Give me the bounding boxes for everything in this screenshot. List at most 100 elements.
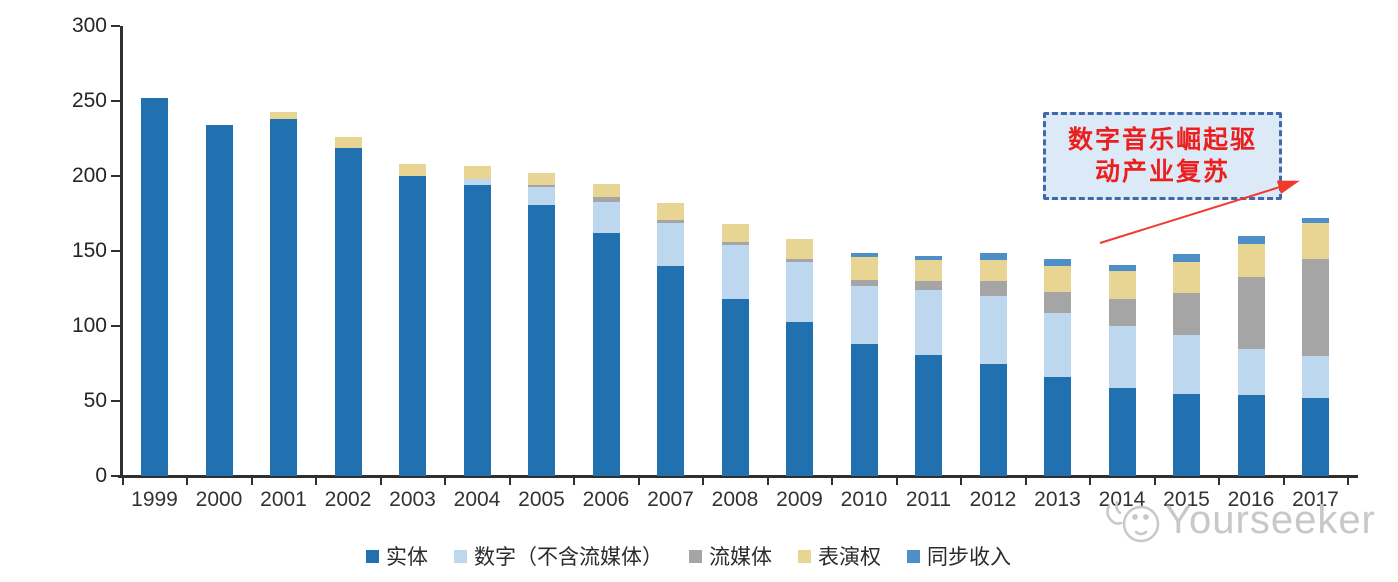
annotation-callout: 数字音乐崛起驱 动产业复苏: [1043, 112, 1282, 200]
bar-segment-数字（不含流媒体）: [1108, 326, 1136, 388]
bar-segment-流媒体: [786, 258, 813, 262]
stacked-bar-2017: [1302, 218, 1329, 476]
y-axis-label: 200: [71, 164, 107, 187]
x-axis-label-2016: 2016: [1227, 488, 1275, 511]
stacked-bar-2013: [1044, 258, 1071, 476]
x-axis-tick: [896, 477, 898, 485]
x-axis-tick: [1283, 477, 1285, 485]
y-axis-label: 250: [71, 89, 107, 112]
bar-segment-流媒体: [721, 242, 749, 245]
yourseeker-logo-icon: [1106, 500, 1160, 543]
stacked-bar-2007: [657, 203, 684, 476]
stacked-bar-2006: [592, 183, 620, 476]
x-axis-tick: [1025, 477, 1027, 485]
x-axis-label-2012: 2012: [969, 488, 1017, 511]
stacked-bar-2015: [1173, 254, 1200, 476]
x-axis-tick: [444, 477, 446, 485]
bar-segment-实体: [850, 344, 878, 476]
legend-swatch-icon: [454, 549, 467, 563]
x-axis-label-1999: 1999: [131, 488, 178, 511]
bar-segment-流媒体: [1237, 276, 1265, 349]
stacked-bar-2010: [850, 252, 878, 476]
x-axis-label-2007: 2007: [647, 488, 694, 511]
bar-segment-流媒体: [915, 281, 942, 290]
stacked-bar-2005: [528, 173, 555, 476]
bar-segment-同步收入: [1173, 254, 1200, 262]
bar-segment-数字（不含流媒体）: [915, 290, 942, 355]
legend-label: 同步收入: [927, 546, 1011, 569]
bar-segment-实体: [528, 204, 555, 476]
bar-segment-实体: [592, 233, 620, 476]
bar-segment-同步收入: [1237, 236, 1265, 244]
bar-segment-同步收入: [979, 252, 1007, 260]
bar-segment-数字（不含流媒体）: [1237, 348, 1265, 395]
bar-segment-表演权: [721, 224, 749, 242]
y-axis-label: 100: [71, 314, 107, 337]
bar-segment-表演权: [915, 260, 942, 281]
bar-segment-同步收入: [850, 252, 878, 257]
y-axis-tick: [111, 325, 120, 327]
x-axis-tick: [380, 477, 382, 485]
x-axis-tick: [509, 477, 511, 485]
x-axis-label-2008: 2008: [711, 488, 759, 511]
legend-swatch-icon: [366, 549, 379, 563]
bar-segment-数字（不含流媒体）: [850, 285, 878, 344]
x-axis-tick: [702, 477, 704, 485]
bar-segment-实体: [1044, 377, 1071, 476]
bar-segment-表演权: [528, 173, 555, 185]
legend-item-表演权: 表演权: [798, 541, 881, 571]
bar-segment-流媒体: [1173, 293, 1200, 335]
x-axis-label-2017: 2017: [1292, 488, 1339, 511]
bar-segment-实体: [721, 299, 749, 476]
bar-segment-实体: [463, 185, 491, 476]
bar-segment-同步收入: [1302, 218, 1329, 223]
x-axis-tick: [1347, 477, 1349, 485]
watermark-text: Yourseeker: [1165, 497, 1376, 542]
x-axis-label-2006: 2006: [582, 488, 630, 511]
x-axis-label-2011: 2011: [905, 488, 952, 511]
bar-segment-表演权: [786, 239, 813, 259]
x-axis-tick: [573, 477, 575, 485]
y-axis-tick: [111, 100, 120, 102]
x-axis-label-2005: 2005: [518, 488, 565, 511]
x-axis-label-2001: 2001: [260, 488, 307, 511]
bar-segment-实体: [1237, 395, 1265, 476]
stacked-bar-2000: [205, 125, 233, 476]
bar-segment-数字（不含流媒体）: [1044, 312, 1071, 377]
bar-segment-表演权: [592, 183, 620, 197]
bar-segment-流媒体: [1044, 291, 1071, 313]
x-axis-label-2010: 2010: [840, 488, 888, 511]
x-axis-tick: [315, 477, 317, 485]
bar-segment-实体: [399, 176, 426, 476]
y-axis-label: 0: [95, 464, 107, 487]
bar-segment-实体: [1302, 398, 1329, 476]
x-axis-label-2014: 2014: [1098, 488, 1146, 511]
x-axis-tick: [1089, 477, 1091, 485]
stacked-bar-2004: [463, 165, 491, 476]
bar-segment-实体: [205, 125, 233, 476]
y-axis-tick: [111, 175, 120, 177]
x-axis-tick: [1154, 477, 1156, 485]
annotation-text-line2: 动产业复苏: [1094, 158, 1230, 186]
stacked-bar-2009: [786, 239, 813, 476]
bar-segment-实体: [270, 119, 297, 476]
bar-segment-数字（不含流媒体）: [528, 186, 555, 205]
bar-segment-流媒体: [528, 185, 555, 187]
bar-segment-数字（不含流媒体）: [592, 201, 620, 233]
bar-segment-表演权: [657, 203, 684, 220]
legend-swatch-icon: [907, 549, 920, 563]
bar-segment-同步收入: [1044, 258, 1071, 266]
stacked-bar-2016: [1237, 236, 1265, 476]
x-axis-tick: [767, 477, 769, 485]
bar-segment-表演权: [850, 257, 878, 280]
bar-segment-同步收入: [1108, 264, 1136, 271]
bar-segment-流媒体: [1302, 258, 1329, 356]
legend-item-实体: 实体: [366, 541, 428, 571]
x-axis-tick: [186, 477, 188, 485]
bar-segment-表演权: [1044, 266, 1071, 292]
legend-label: 流媒体: [709, 546, 772, 569]
x-axis-label-2002: 2002: [324, 488, 372, 511]
bar-segment-实体: [141, 98, 168, 476]
stacked-bar-2012: [979, 252, 1007, 476]
x-axis-line: [118, 475, 1358, 478]
